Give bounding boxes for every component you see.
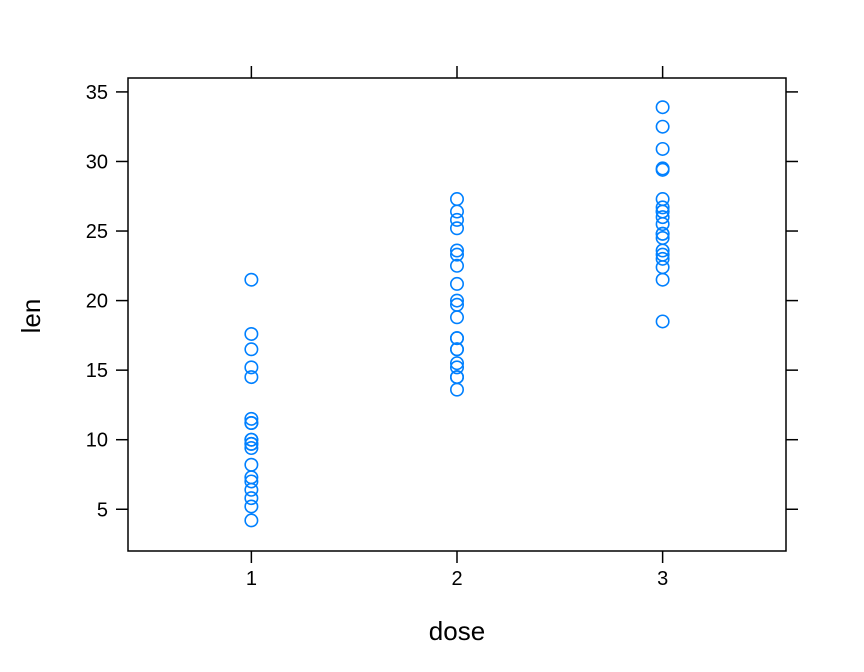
data-point <box>244 499 259 514</box>
data-point <box>449 276 464 291</box>
data-point <box>655 192 670 207</box>
y-axis-label: len <box>16 299 46 334</box>
y-tick-label: 15 <box>86 360 108 382</box>
y-tick-label: 30 <box>86 151 108 173</box>
data-point <box>449 258 464 273</box>
data-point <box>449 247 464 262</box>
y-tick-label: 5 <box>97 499 108 521</box>
data-point <box>244 370 259 385</box>
data-point <box>655 119 670 134</box>
data-point <box>655 100 670 115</box>
data-point <box>244 326 259 341</box>
data-point <box>449 310 464 325</box>
data-point <box>449 331 464 346</box>
data-point <box>449 360 464 375</box>
data-point <box>449 192 464 207</box>
data-point <box>655 272 670 287</box>
data-point <box>244 441 259 456</box>
x-axis-label: dose <box>429 616 485 646</box>
data-point <box>244 416 259 431</box>
data-point <box>244 272 259 287</box>
data-point <box>655 161 670 176</box>
plot-frame <box>127 77 787 552</box>
y-tick-label: 25 <box>86 221 108 243</box>
data-point <box>449 293 464 308</box>
data-point <box>655 226 670 241</box>
x-tick-label: 1 <box>246 568 257 590</box>
data-point <box>449 370 464 385</box>
data-point <box>449 204 464 219</box>
data-point <box>449 212 464 227</box>
y-tick-label: 10 <box>86 430 108 452</box>
x-axis: 1 2 3 <box>246 66 668 590</box>
data-point <box>449 382 464 397</box>
data-points <box>244 100 670 528</box>
data-point <box>244 360 259 375</box>
data-point <box>244 342 259 357</box>
data-point <box>655 314 670 329</box>
data-point <box>655 141 670 156</box>
data-point <box>449 356 464 371</box>
data-point <box>244 411 259 426</box>
data-point <box>449 221 464 236</box>
data-point <box>244 491 259 506</box>
y-axis: 5 10 15 20 25 30 35 <box>86 82 798 521</box>
data-point <box>244 432 259 447</box>
data-point <box>449 243 464 258</box>
data-point <box>655 210 670 225</box>
data-point <box>655 247 670 262</box>
data-point <box>655 251 670 266</box>
y-tick-label: 35 <box>86 82 108 104</box>
data-point <box>449 342 464 357</box>
x-tick-label: 2 <box>451 568 462 590</box>
data-point <box>244 513 259 528</box>
data-point <box>244 474 259 489</box>
y-tick-label: 20 <box>86 291 108 313</box>
data-point <box>655 230 670 245</box>
data-point <box>244 457 259 472</box>
data-point <box>449 297 464 312</box>
data-point <box>655 200 670 215</box>
data-point <box>244 436 259 451</box>
x-tick-label: 3 <box>657 568 668 590</box>
